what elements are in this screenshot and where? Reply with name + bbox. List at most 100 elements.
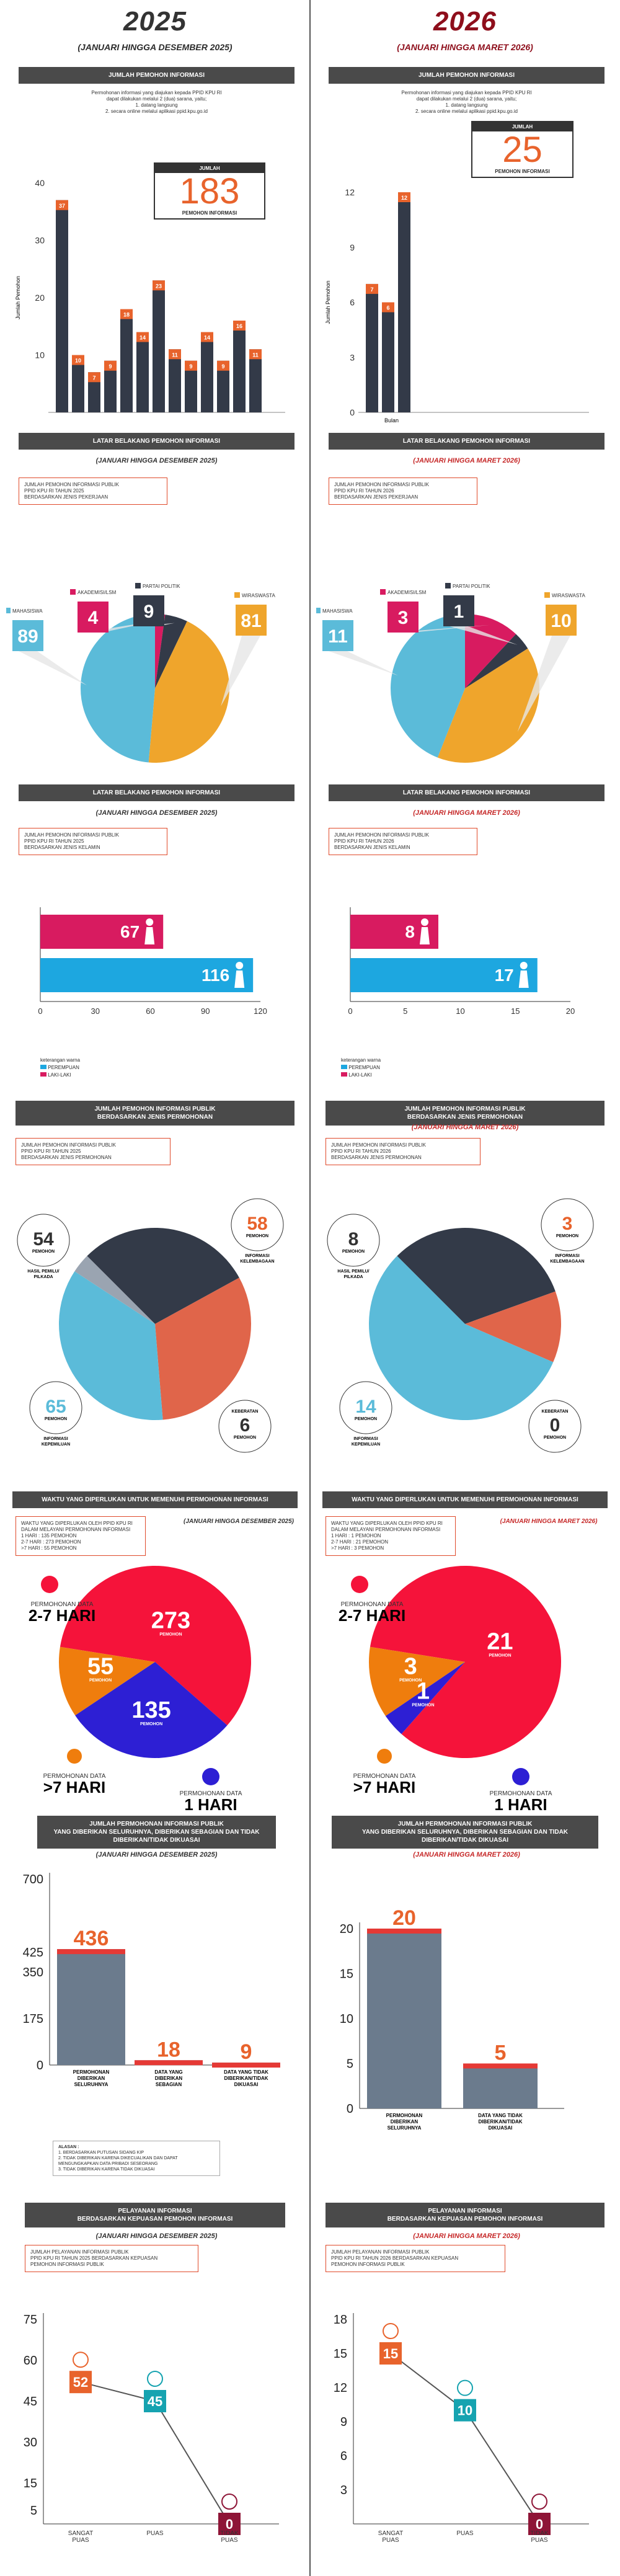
category-label: >7 HARI bbox=[353, 1778, 415, 1797]
pie-slice bbox=[74, 1256, 155, 1324]
category-label: DIBERIKAN/TIDAK bbox=[224, 2076, 268, 2081]
data-label: 7 bbox=[92, 375, 95, 381]
data-label: 116 bbox=[202, 966, 229, 985]
category-label: KEPEMILUAN bbox=[42, 1442, 70, 1447]
value-label: 1 bbox=[417, 1679, 430, 1705]
category-label: PUAS bbox=[221, 2537, 238, 2544]
face-icon bbox=[221, 2494, 237, 2510]
pie-slice bbox=[391, 614, 465, 758]
column-2026: 2026 (JANUARI HINGGA MARET 2026) JUMLAH … bbox=[310, 0, 620, 2576]
data-label: 0 bbox=[536, 2516, 543, 2532]
tick-label: 15 bbox=[340, 1968, 353, 1981]
section-title: LATAR BELAKANG PEMOHON INFORMASI bbox=[19, 784, 294, 801]
category-label: PUAS bbox=[531, 2537, 548, 2544]
section-title: WAKTU YANG DIPERLUKAN UNTUK MEMENUHI PER… bbox=[12, 1491, 298, 1508]
callout-wedge bbox=[329, 651, 398, 676]
value-label: 9 bbox=[144, 602, 154, 622]
legend: keterangan warna PEREMPUAN LAKI-LAKI bbox=[341, 1057, 381, 1078]
bar-cap bbox=[212, 2063, 280, 2068]
value-label: 54 bbox=[33, 1229, 54, 1250]
value-label: 6 bbox=[240, 1415, 250, 1436]
category-label: DATA YANG TIDAK bbox=[224, 2069, 268, 2075]
legend-swatch bbox=[234, 592, 240, 598]
data-label: 9 bbox=[241, 2040, 252, 2064]
section-title: JUMLAH PERMOHONAN INFORMASI PUBLIK YANG D… bbox=[37, 1816, 276, 1849]
category-label: MAHASISWA bbox=[322, 608, 353, 614]
category-label: KELEMBAGAAN bbox=[550, 1259, 584, 1264]
tick-label: 30 bbox=[35, 236, 45, 246]
section-title: PELAYANAN INFORMASI BERDASARKAN KEPUASAN … bbox=[25, 2203, 285, 2227]
pie-slice bbox=[60, 1566, 251, 1726]
value-box bbox=[443, 595, 474, 626]
bar bbox=[463, 2063, 538, 2108]
category-label: PERMOHONAN bbox=[386, 2113, 423, 2118]
pie-slice bbox=[397, 1228, 556, 1324]
section-title: JUMLAH PERMOHONAN INFORMASI PUBLIK YANG D… bbox=[332, 1816, 598, 1849]
bar bbox=[72, 355, 84, 412]
bar-cap bbox=[56, 200, 68, 210]
x-axis-label: Bulan bbox=[384, 417, 399, 424]
category-label: PUAS bbox=[382, 2537, 399, 2544]
data-point bbox=[69, 2371, 92, 2394]
value-label: 4 bbox=[88, 608, 99, 628]
data-label: 9 bbox=[221, 363, 224, 370]
section-title: JUMLAH PEMOHON INFORMASI PUBLIK BERDASARK… bbox=[326, 1101, 604, 1126]
category-label: WIRASWASTA bbox=[242, 593, 275, 598]
legend-item: PEREMPUAN bbox=[48, 1065, 79, 1070]
tick-label: 20 bbox=[566, 1006, 575, 1016]
category-label: DIKUASAI bbox=[489, 2125, 513, 2131]
tick-label: 0 bbox=[37, 2059, 43, 2072]
bar bbox=[382, 302, 394, 412]
data-label: 15 bbox=[383, 2346, 398, 2361]
legend-swatch bbox=[445, 583, 451, 588]
data-label: 5 bbox=[495, 2041, 507, 2065]
bar bbox=[201, 332, 213, 412]
total-caption: PEMOHON INFORMASI bbox=[182, 210, 237, 216]
pie-slice bbox=[437, 648, 539, 763]
data-label: 23 bbox=[156, 283, 162, 289]
category-label: SELURUHNYA bbox=[74, 2082, 108, 2087]
person-icon bbox=[420, 927, 430, 944]
bar-cap bbox=[153, 280, 165, 291]
person-icon bbox=[520, 962, 528, 969]
category-label: INFORMASI bbox=[43, 1437, 68, 1441]
category-label: SELURUHNYA bbox=[388, 2125, 422, 2131]
tick-label: 5 bbox=[347, 2058, 353, 2071]
callout-box: JUMLAH PEMOHON INFORMASI PUBLIK PPID KPU … bbox=[16, 1138, 170, 1165]
tick-label: 20 bbox=[35, 293, 45, 303]
callout-box: WAKTU YANG DIPERLUKAN OLEH PPID KPU RI DA… bbox=[16, 1516, 146, 1556]
bar bbox=[350, 958, 538, 992]
legend: keterangan warna PEREMPUAN LAKI-LAKI bbox=[40, 1057, 80, 1078]
unit-label: PEMOHON bbox=[45, 1417, 67, 1421]
section-title: JUMLAH PEMOHON INFORMASI bbox=[19, 67, 294, 84]
person-icon bbox=[144, 927, 155, 944]
category-label: PERMOHONAN DATA bbox=[180, 1790, 242, 1797]
tick-label: 30 bbox=[91, 1006, 100, 1016]
tick-label: 3 bbox=[350, 352, 355, 362]
section-period: (JANUARI HINGGA DESEMBER 2025) bbox=[184, 1518, 294, 1525]
person-icon bbox=[518, 970, 529, 988]
category-label: DATA YANG bbox=[154, 2069, 182, 2075]
legend-title: keterangan warna bbox=[341, 1057, 381, 1063]
total-value: 183 bbox=[179, 171, 240, 211]
tick-label: 15 bbox=[24, 2477, 37, 2490]
data-label: 9 bbox=[189, 363, 192, 370]
section-period: (JANUARI HINGGA DESEMBER 2025) bbox=[95, 457, 218, 464]
data-label: 10 bbox=[458, 2403, 472, 2418]
unit-label: PEMOHON bbox=[234, 1436, 256, 1440]
pie-slice bbox=[155, 614, 166, 688]
callout-box: JUMLAH PEMOHON INFORMASI PUBLIK PPID KPU … bbox=[19, 828, 167, 855]
category-label: HASIL PEMILU/ bbox=[337, 1269, 369, 1274]
bar bbox=[249, 349, 262, 412]
face-icon bbox=[383, 2323, 399, 2339]
category-label: 2-7 HARI bbox=[29, 1606, 95, 1625]
category-label: AKADEMISI/LSM bbox=[388, 590, 427, 595]
monthly-bar-chart: Jumlah Pemohon 0 3 6 9 12 7 6 12 Bulan bbox=[325, 187, 589, 424]
category-label: PARTAI POLITIK bbox=[143, 584, 180, 589]
total-box: JUMLAH 183 PEMOHON INFORMASI bbox=[154, 162, 265, 220]
category-label: PILKADA bbox=[33, 1275, 53, 1279]
pie-slice bbox=[75, 1662, 228, 1758]
tick-label: 10 bbox=[35, 350, 45, 360]
